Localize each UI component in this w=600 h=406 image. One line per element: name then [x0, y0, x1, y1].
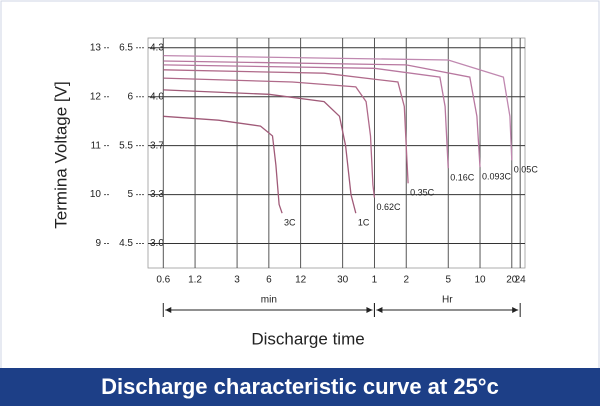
x-tick-label: 12 [295, 275, 307, 286]
curve [163, 54, 513, 161]
curve [163, 115, 283, 214]
y-axis-title: Termina Voltage [V] [51, 81, 70, 228]
x-tick-label: 2 [403, 275, 409, 286]
y-tick-label: 12 [90, 91, 102, 102]
y2-tick-label: 6.5 [119, 42, 133, 53]
curve-label: 1C [358, 218, 370, 228]
y2-tick-label: 4.5 [119, 238, 133, 249]
curve-label: 0.093C [482, 172, 512, 182]
curve-label: 0.35C [410, 188, 435, 198]
plot-area [147, 37, 526, 269]
x-tick-label: 30 [337, 275, 349, 286]
y2-tick-label: 5 [127, 189, 133, 200]
x-tick-label: 1 [372, 275, 378, 286]
curve [163, 64, 449, 169]
x-tick-label: 10 [474, 275, 486, 286]
y-tick-label: 13 [90, 42, 102, 53]
group-label: min [261, 295, 277, 306]
curve-label: 0.16C [450, 173, 475, 183]
curve-label: 3C [284, 218, 296, 228]
group-label: Hr [442, 295, 453, 306]
y2-tick-label: 6 [127, 91, 133, 102]
y-tick-label: 9 [95, 238, 101, 249]
x-tick-label: 3 [234, 275, 240, 286]
y3-tick-label: 4.3 [150, 42, 164, 53]
y3-tick-label: 3.0 [150, 238, 164, 249]
banner [0, 368, 600, 406]
curve [163, 89, 357, 214]
curve-label: 0.05C [514, 165, 539, 175]
x-tick-label: 24 [515, 275, 527, 286]
x-tick-label: 20 [506, 275, 518, 286]
y-tick-label: 10 [90, 189, 102, 200]
y3-tick-label: 3.7 [150, 140, 164, 151]
curve-label: 0.62C [376, 202, 401, 212]
y3-tick-label: 4.0 [150, 91, 164, 102]
x-tick-label: 0.6 [156, 275, 170, 286]
x-tick-label: 1.2 [188, 275, 202, 286]
y2-tick-label: 5.5 [119, 140, 133, 151]
y-tick-label: 11 [91, 140, 102, 151]
curve [163, 60, 481, 168]
x-tick-label: 6 [266, 275, 272, 286]
chart-title: Discharge characteristic curve at 25°c [101, 374, 499, 399]
x-tick-label: 5 [445, 275, 451, 286]
y3-tick-label: 3.3 [150, 189, 164, 200]
curve [163, 77, 376, 198]
x-axis-title: Discharge time [251, 329, 364, 348]
curve [163, 69, 409, 184]
